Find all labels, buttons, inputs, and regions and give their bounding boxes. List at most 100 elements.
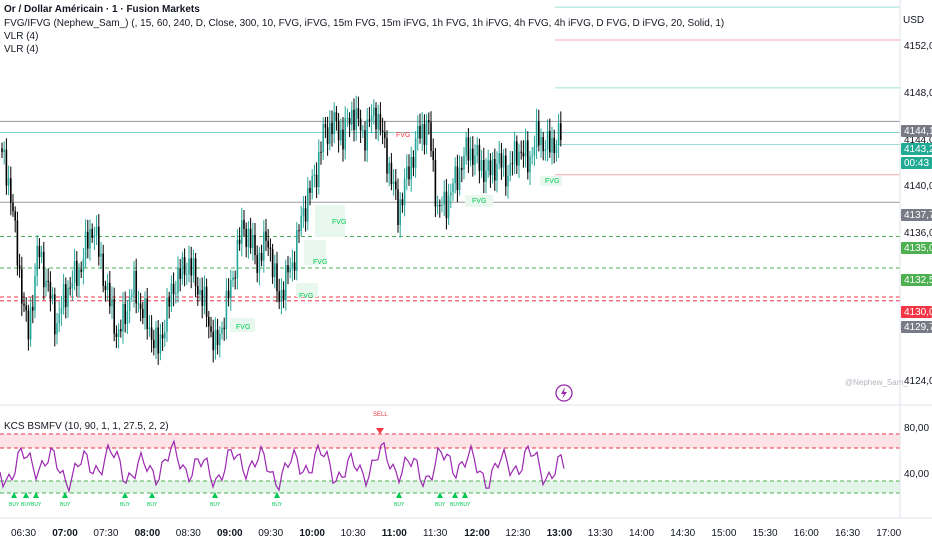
price-pane[interactable]: FVG FVG FVG FVG FVG FVG FVG bbox=[0, 6, 932, 406]
candle-body bbox=[56, 323, 58, 335]
candle-body bbox=[381, 130, 384, 132]
candle-body bbox=[430, 122, 432, 151]
candle-body bbox=[522, 152, 525, 157]
time-tick: 09:00 bbox=[217, 528, 243, 539]
candle-body bbox=[377, 114, 379, 130]
time-tick: 06:30 bbox=[11, 528, 36, 539]
candle-body bbox=[280, 289, 283, 302]
time-tick: 13:30 bbox=[588, 528, 613, 539]
fvg-zone bbox=[315, 205, 345, 237]
candle-body bbox=[553, 137, 555, 154]
candle-body bbox=[452, 183, 454, 193]
candle-body bbox=[505, 155, 507, 187]
price-tick: 4148,00 bbox=[904, 88, 932, 99]
candle-body bbox=[287, 265, 289, 273]
indicator-vlr-legend-1[interactable]: VLR (4) bbox=[4, 31, 39, 42]
candle-body bbox=[186, 274, 188, 276]
buy-label: BUY bbox=[210, 502, 221, 508]
candle-body bbox=[27, 310, 30, 340]
candle-body bbox=[49, 281, 52, 300]
candle-body bbox=[535, 121, 538, 148]
candle-body bbox=[128, 296, 131, 312]
time-tick: 12:00 bbox=[464, 528, 490, 539]
candle-body bbox=[529, 156, 531, 173]
candle-body bbox=[366, 119, 368, 151]
buy-label: BUY bbox=[435, 502, 446, 508]
candle-body bbox=[164, 331, 166, 339]
time-axis[interactable]: 06:30 07:00 07:30 08:00 08:30 09:00 09:30 10:00… bbox=[0, 517, 932, 539]
price-badge-bg bbox=[901, 125, 932, 137]
candle-body bbox=[21, 269, 23, 304]
candle-body bbox=[458, 167, 461, 191]
time-tick: 15:30 bbox=[753, 528, 778, 539]
time-tick: 09:30 bbox=[258, 528, 283, 539]
candle-body bbox=[342, 129, 344, 150]
candle-body bbox=[117, 329, 120, 337]
candle-body bbox=[256, 255, 258, 273]
candle-body bbox=[456, 166, 459, 191]
buy-marker bbox=[396, 492, 402, 498]
symbol-title[interactable]: Or / Dollar Américain · 1 · Fusion Marke… bbox=[4, 4, 200, 15]
fvg-zone bbox=[296, 283, 318, 297]
candle-body bbox=[346, 117, 349, 119]
candle-body bbox=[293, 262, 296, 271]
candle-body bbox=[498, 153, 500, 164]
buy-marker bbox=[122, 492, 128, 498]
buy-label: BUY bbox=[21, 502, 32, 508]
candle-body bbox=[348, 117, 351, 125]
candle-body bbox=[104, 285, 107, 291]
candle-body bbox=[527, 140, 529, 173]
candle-body bbox=[183, 256, 186, 275]
price-axis[interactable]: 4152,00 4148,00 4144,00 4140,00 4136,00 4124,… bbox=[899, 0, 932, 518]
candle-body bbox=[465, 137, 467, 156]
fvg-label: FVG bbox=[236, 324, 250, 331]
buy-label: BUY bbox=[272, 502, 283, 508]
candle-body bbox=[318, 151, 320, 188]
candle-body bbox=[100, 253, 102, 257]
candle-body bbox=[439, 204, 441, 206]
candle-body bbox=[38, 245, 41, 258]
candle-body bbox=[434, 159, 437, 207]
candle-body bbox=[5, 149, 8, 186]
candle-body bbox=[124, 304, 126, 324]
price-tick: 4124,00 bbox=[904, 376, 932, 387]
candle-body bbox=[368, 119, 371, 121]
candle-body bbox=[419, 125, 421, 139]
candle-body bbox=[443, 191, 445, 205]
time-tick: 07:30 bbox=[93, 528, 118, 539]
indicator-fvg-legend[interactable]: FVG/IFVG (Nephew_Sam_) (, 15, 60, 240, D… bbox=[4, 18, 725, 29]
candle-body bbox=[234, 277, 236, 279]
candle-body bbox=[137, 303, 140, 305]
candle-body bbox=[69, 287, 71, 289]
candle-body bbox=[406, 166, 408, 179]
candle-body bbox=[205, 286, 208, 317]
sell-marker bbox=[376, 428, 384, 434]
candle-body bbox=[467, 137, 470, 161]
candle-body bbox=[194, 258, 197, 287]
indicator-vlr-legend-2[interactable]: VLR (4) bbox=[4, 44, 39, 55]
buy-label: BUY bbox=[460, 502, 471, 508]
candle-body bbox=[197, 286, 199, 295]
candle-body bbox=[289, 269, 291, 273]
candle-body bbox=[315, 174, 318, 188]
candle-body bbox=[364, 130, 366, 151]
oscillator-title[interactable]: KCS BSMFV (10, 90, 1, 1, 27.5, 2, 2) bbox=[4, 421, 169, 432]
time-tick: 13:00 bbox=[547, 528, 573, 539]
candle-body bbox=[148, 327, 151, 329]
candle-body bbox=[546, 131, 549, 150]
candle-body bbox=[243, 220, 245, 229]
candle-body bbox=[93, 235, 96, 238]
price-badge-label: 4143,25 bbox=[904, 144, 932, 155]
price-badge-label: 4129,71 bbox=[904, 322, 932, 333]
candle-body bbox=[340, 129, 342, 141]
candle-body bbox=[126, 311, 129, 324]
candle-body bbox=[122, 304, 124, 332]
candle-body bbox=[474, 155, 476, 165]
price-tick: 4144,00 bbox=[904, 135, 932, 146]
candle-body bbox=[388, 162, 390, 174]
price-badge-label: 4144,14 bbox=[904, 126, 932, 137]
candle-body bbox=[23, 303, 25, 306]
candle-body bbox=[7, 178, 10, 186]
